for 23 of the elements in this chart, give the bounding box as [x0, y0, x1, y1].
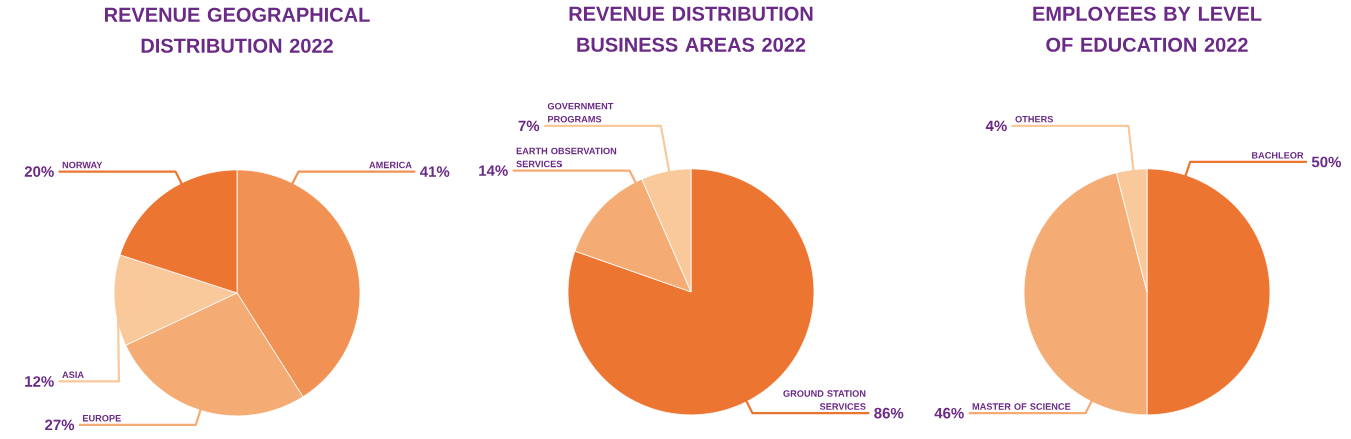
- slice-label: GOVERNMENT PROGRAMS: [547, 102, 614, 123]
- data-label: 41%: [419, 166, 450, 177]
- slice-label: EUROPE: [83, 415, 121, 422]
- chart-title: REVENUE GEOGRAPHICAL DISTRIBUTION 2022: [105, 7, 370, 53]
- data-label: 14%: [479, 165, 508, 176]
- data-label: 20%: [24, 166, 54, 177]
- slice-label: BACHLEOR: [1252, 152, 1304, 159]
- data-label: 46%: [934, 407, 964, 419]
- data-label: 86%: [874, 407, 904, 419]
- data-label: 7%: [518, 120, 540, 132]
- slice-label: GROUND STATION SERVICES: [783, 390, 866, 410]
- data-label: 12%: [25, 376, 54, 387]
- data-label: 50%: [1311, 156, 1341, 168]
- slice-label: EARTH OBSERVATION SERVICES: [516, 147, 617, 168]
- slice-label: NORWAY: [62, 161, 103, 169]
- slice-label: AMERICA: [369, 161, 412, 169]
- slice-label: ASIA: [62, 371, 84, 379]
- chart-title: REVENUE DISTRIBUTION BUSINESS AREAS 2022: [569, 6, 813, 52]
- slice-label: OTHERS: [1015, 115, 1054, 123]
- chart-title: EMPLOYEES BY LEVEL OF EDUCATION 2022: [1033, 6, 1262, 52]
- data-label: 4%: [985, 120, 1007, 132]
- slice-label: MASTER OF SCIENCE: [972, 403, 1071, 410]
- data-label: 27%: [45, 419, 75, 431]
